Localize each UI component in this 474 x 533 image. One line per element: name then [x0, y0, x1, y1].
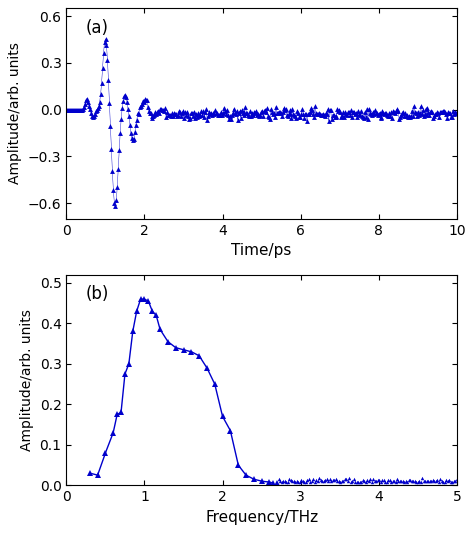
- Y-axis label: Amplitude/arb. units: Amplitude/arb. units: [9, 43, 22, 184]
- Text: (b): (b): [86, 285, 109, 303]
- Y-axis label: Amplitude/arb. units: Amplitude/arb. units: [20, 309, 34, 451]
- X-axis label: Frequency/THz: Frequency/THz: [205, 510, 318, 524]
- Text: (a): (a): [86, 19, 109, 37]
- X-axis label: Time/ps: Time/ps: [231, 243, 292, 258]
